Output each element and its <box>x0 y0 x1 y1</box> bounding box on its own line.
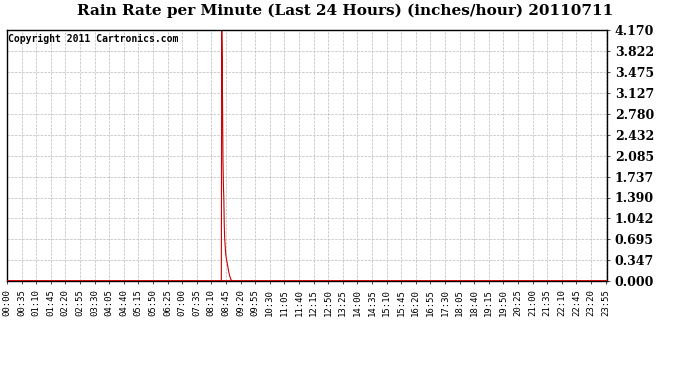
Text: Rain Rate per Minute (Last 24 Hours) (inches/hour) 20110711: Rain Rate per Minute (Last 24 Hours) (in… <box>77 4 613 18</box>
Text: Copyright 2011 Cartronics.com: Copyright 2011 Cartronics.com <box>8 34 179 44</box>
